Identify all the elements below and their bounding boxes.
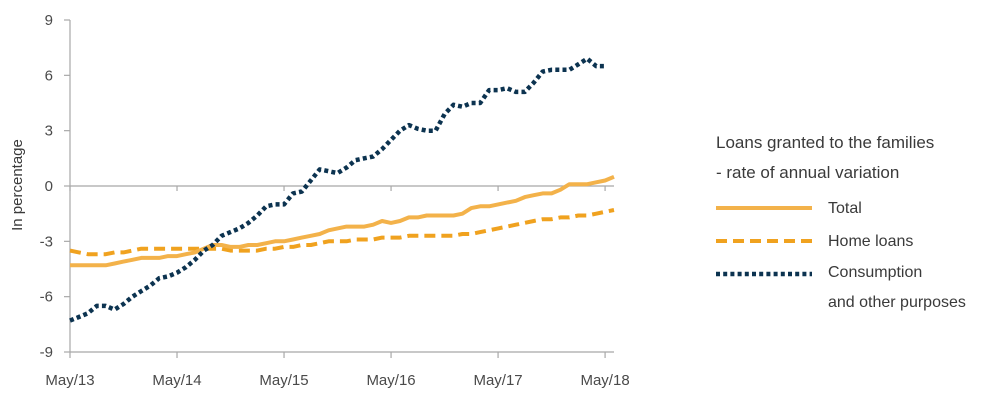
series-line-dotted	[69, 56, 606, 323]
x-tick-label: May/17	[473, 372, 522, 389]
legend-title-line-2: - rate of annual variation	[716, 163, 900, 182]
legend-swatch-total	[716, 206, 812, 210]
legend-title-line-1: Loans granted to the families	[716, 133, 935, 152]
legend-item-home-loans: Home loans	[716, 225, 984, 258]
legend-label-consumption: Consumption and other purposes	[828, 264, 966, 311]
x-tick-label: May/16	[366, 372, 415, 389]
y-tick-label: 6	[45, 67, 53, 84]
y-tick-label: -3	[40, 233, 53, 250]
y-tick-label: -9	[40, 344, 53, 361]
legend-label-home-loans: Home loans	[828, 233, 914, 250]
y-tick-label: -6	[40, 289, 53, 306]
y-tick-label: 0	[45, 178, 53, 195]
x-tick-label: May/14	[152, 372, 201, 389]
legend-swatch-home-loans	[716, 239, 812, 243]
legend-item-total: Total	[716, 192, 984, 225]
y-axis-title: In percentage	[9, 139, 26, 231]
legend: Loans granted to the families - rate of …	[716, 128, 984, 318]
series-line-solid	[70, 174, 615, 268]
x-tick-label: May/13	[45, 372, 94, 389]
series-line-dashed	[69, 208, 615, 257]
legend-swatch-consumption	[716, 271, 812, 277]
y-tick-label: 3	[45, 123, 53, 140]
x-tick-label: May/18	[580, 372, 629, 389]
x-tick-label: May/15	[259, 372, 308, 389]
plot-area: 9 6 3 0 -3 -6 -9 May/13 May/14 May/15 May/16 May/17…	[40, 12, 630, 389]
legend-item-consumption: Consumption and other purposes	[716, 258, 984, 318]
y-tick-label: 9	[45, 12, 53, 29]
legend-label-total: Total	[828, 200, 862, 217]
